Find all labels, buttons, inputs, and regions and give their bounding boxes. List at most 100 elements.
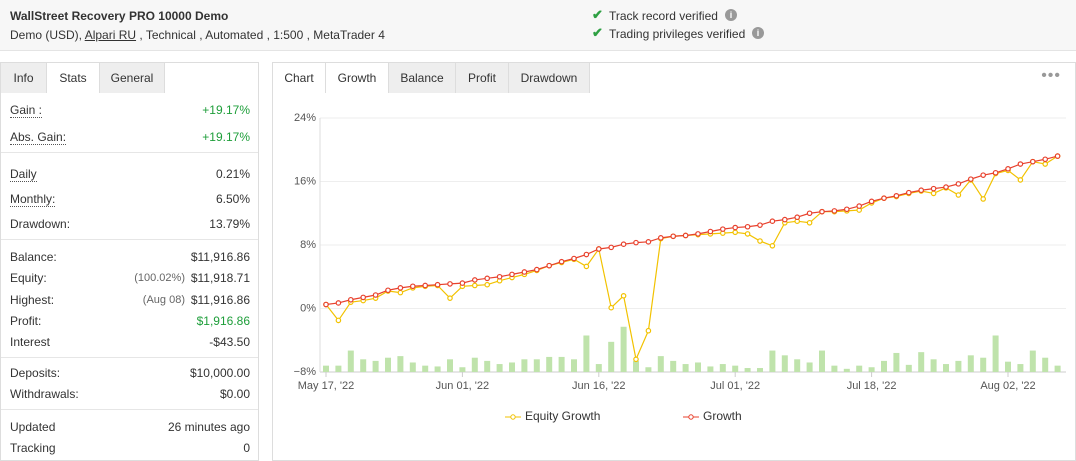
bar [595, 364, 602, 372]
bar [856, 365, 863, 372]
bar [360, 359, 367, 372]
point [1030, 158, 1036, 165]
point [347, 296, 354, 303]
point [843, 206, 850, 213]
point [608, 244, 615, 251]
bar [1042, 357, 1049, 372]
bar [831, 365, 838, 372]
point [434, 281, 441, 288]
chart-tab[interactable]: Balance [389, 63, 456, 93]
stat-label: Highest: [10, 293, 55, 307]
bar [980, 357, 987, 372]
x-tick-label: Aug 02, '22 [980, 380, 1035, 392]
point [645, 239, 652, 245]
stat-value: $11,918.71 [190, 271, 250, 285]
bar [509, 362, 515, 372]
point [806, 210, 813, 217]
stat-value: +19.17% [202, 103, 250, 117]
bar [794, 359, 801, 372]
point [769, 218, 776, 224]
point [409, 283, 416, 290]
check-icon: ✔ [592, 7, 603, 22]
point [323, 301, 329, 308]
bar [459, 367, 466, 372]
bar [372, 360, 379, 372]
bar [992, 335, 999, 372]
bar [434, 366, 441, 372]
legend-label: Equity Growth [525, 409, 600, 423]
point [769, 242, 776, 249]
bar [521, 359, 528, 372]
point [819, 208, 825, 215]
bar [757, 368, 763, 372]
bar [1017, 364, 1024, 372]
point [893, 192, 900, 199]
point [744, 223, 751, 230]
stat-label: Profit: [10, 314, 42, 328]
stat-label: Withdrawals: [10, 387, 79, 401]
point [744, 231, 751, 237]
point [905, 189, 912, 196]
point [459, 280, 466, 286]
bar [707, 366, 714, 372]
broker-link[interactable]: Alpari RU [84, 28, 137, 42]
point [422, 282, 429, 289]
bar [955, 360, 962, 372]
subtitle: Demo (USD), Alpari RU , Technical , Auto… [10, 28, 385, 42]
bar [781, 355, 788, 372]
bar [881, 360, 887, 372]
chart-tab[interactable]: Profit [456, 63, 509, 93]
separator [1, 357, 258, 358]
stat-note: (100.02%) [134, 272, 185, 284]
tab[interactable]: General [100, 63, 165, 93]
point [571, 255, 577, 262]
point [695, 231, 701, 237]
point [546, 262, 553, 269]
bar [1029, 350, 1036, 372]
stat-value: $10,000.00 [189, 366, 250, 380]
point [471, 282, 478, 289]
bar [447, 359, 453, 372]
bar [943, 364, 949, 372]
y-tick-label: −8% [294, 366, 317, 378]
stat-value: 6.50% [215, 192, 250, 206]
bar [558, 356, 565, 372]
legend-marker [688, 414, 694, 420]
bar [893, 352, 900, 372]
point [757, 222, 763, 228]
tab[interactable]: Info [1, 63, 47, 93]
point [657, 235, 664, 241]
bar [670, 360, 677, 372]
line [325, 155, 1058, 306]
bar [819, 350, 825, 372]
point [620, 241, 627, 248]
stat-value: +19.17% [202, 130, 250, 144]
point [943, 184, 949, 190]
bar [496, 364, 503, 372]
bar [620, 326, 627, 372]
stat-value: 13.79% [209, 217, 250, 231]
point [1042, 156, 1049, 163]
x-tick-label: Jun 16, '22 [572, 380, 625, 392]
bar [422, 365, 429, 372]
chart-tab[interactable]: Growth [326, 63, 389, 93]
point [682, 232, 689, 239]
verified-text: Trading privileges verified [609, 27, 746, 41]
bar [571, 359, 577, 372]
tab[interactable]: Stats [47, 63, 100, 93]
stat-value: 0.21% [215, 167, 250, 181]
bar [719, 364, 726, 372]
bar [608, 341, 615, 372]
subtitle-text: Demo (USD), [10, 28, 83, 42]
bar [806, 362, 813, 372]
point [397, 289, 404, 296]
point [533, 266, 540, 273]
point [509, 271, 515, 278]
point [471, 277, 478, 283]
menu-icon[interactable]: ••• [1041, 67, 1061, 84]
chart-tab[interactable]: Drawdown [509, 63, 590, 93]
bar [967, 355, 974, 372]
info-icon: i [725, 9, 737, 21]
